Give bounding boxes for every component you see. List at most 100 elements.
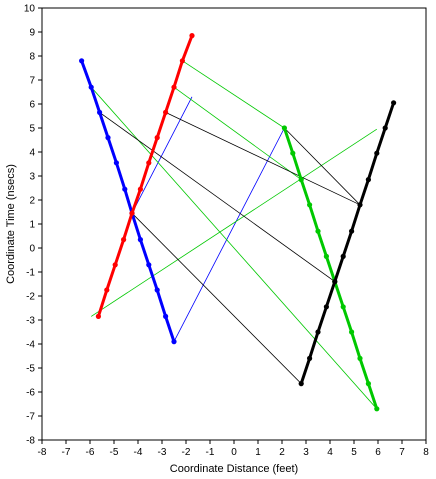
y-tick-label: 10 <box>24 4 36 15</box>
x-tick-label: 5 <box>351 447 357 458</box>
series-line <box>96 35 194 317</box>
data-point <box>113 160 119 166</box>
x-tick-label: 0 <box>231 447 237 458</box>
x-tick-label: 8 <box>423 447 429 458</box>
connector-line <box>99 112 336 282</box>
y-tick-label: -2 <box>26 292 35 303</box>
y-axis: -8 -7 -6 -5 -4 -3 -2 -1 0 1 2 3 4 5 6 7 8 9 10 <box>24 4 42 447</box>
data-point <box>357 355 363 361</box>
series-line <box>282 127 379 410</box>
connector-line <box>90 128 378 317</box>
data-point <box>154 135 160 141</box>
series-line <box>80 60 176 343</box>
data-point <box>357 202 363 208</box>
data-point <box>179 58 185 64</box>
data-point <box>340 304 346 310</box>
x-tick-label: -1 <box>206 447 215 458</box>
y-tick-label: -7 <box>26 412 35 423</box>
data-point <box>290 150 296 156</box>
x-axis: -8 -7 -6 -5 -4 -3 -2 -1 0 1 2 3 4 5 6 7 8 <box>38 440 429 458</box>
data-point <box>79 58 85 64</box>
x-tick-label: 4 <box>327 447 333 458</box>
data-point <box>105 135 111 141</box>
connector-line <box>165 112 361 206</box>
x-tick-label: -7 <box>62 447 71 458</box>
y-tick-label: -6 <box>26 388 35 399</box>
data-point <box>121 237 127 243</box>
data-point <box>137 186 143 192</box>
y-tick-label: 1 <box>29 220 35 231</box>
x-tick-label: -6 <box>86 447 95 458</box>
data-point <box>374 150 380 156</box>
x-tick-label: 3 <box>303 447 309 458</box>
connector-line <box>173 86 302 180</box>
x-tick-label: 1 <box>255 447 261 458</box>
y-tick-label: 4 <box>29 148 35 159</box>
x-tick-label: -5 <box>110 447 119 458</box>
data-point <box>374 406 380 412</box>
y-tick-label: -3 <box>26 316 35 327</box>
data-point <box>307 202 313 208</box>
data-point <box>171 84 177 90</box>
y-tick-label: 8 <box>29 52 35 63</box>
data-point <box>315 228 321 234</box>
x-tick-label: -8 <box>38 447 47 458</box>
connector-line <box>173 127 285 342</box>
data-point <box>163 313 169 319</box>
x-axis-title: Coordinate Distance (feet) <box>170 463 298 475</box>
data-point <box>163 109 169 115</box>
plot-area <box>41 7 427 441</box>
data-point <box>382 125 388 131</box>
y-tick-label: 5 <box>29 124 35 135</box>
data-point <box>189 33 195 39</box>
y-axis-title: Coordinate Time (nsecs) <box>5 164 17 284</box>
data-point <box>365 381 371 387</box>
connector-line <box>182 60 285 129</box>
data-point <box>391 100 397 106</box>
data-point <box>97 109 103 115</box>
x-tick-label: -3 <box>158 447 167 458</box>
data-point <box>349 329 355 335</box>
data-point <box>323 304 329 310</box>
y-tick-label: 3 <box>29 172 35 183</box>
connector-line <box>284 127 361 206</box>
data-point <box>281 125 287 131</box>
y-tick-label: -5 <box>26 364 35 375</box>
y-tick-label: -1 <box>26 268 35 279</box>
x-tick-label: 6 <box>375 447 381 458</box>
data-point <box>340 253 346 259</box>
series-line <box>299 102 396 385</box>
data-point <box>349 228 355 234</box>
data-point <box>298 177 304 183</box>
data-point <box>365 177 371 183</box>
y-tick-label: 0 <box>29 244 35 255</box>
data-point <box>129 210 135 216</box>
data-point <box>307 355 313 361</box>
data-point <box>137 237 143 243</box>
y-tick-label: 2 <box>29 196 35 207</box>
data-point <box>95 313 101 319</box>
data-point <box>104 287 110 293</box>
data-point <box>154 287 160 293</box>
connector-line <box>131 96 193 214</box>
y-tick-label: -8 <box>26 436 35 447</box>
data-point <box>323 253 329 259</box>
data-point <box>332 279 338 285</box>
y-tick-label: 9 <box>29 28 35 39</box>
data-point <box>122 186 128 192</box>
data-point <box>146 160 152 166</box>
data-point <box>171 339 177 345</box>
data-point <box>298 381 304 387</box>
connector-line <box>131 212 302 384</box>
data-point <box>88 84 94 90</box>
x-tick-label: 7 <box>399 447 405 458</box>
x-tick-label: -2 <box>182 447 191 458</box>
y-tick-label: 6 <box>29 100 35 111</box>
x-tick-label: -4 <box>134 447 143 458</box>
y-tick-label: 7 <box>29 76 35 87</box>
data-point <box>146 262 152 268</box>
data-point <box>315 329 321 335</box>
y-tick-label: -4 <box>26 340 35 351</box>
x-tick-label: 2 <box>279 447 285 458</box>
